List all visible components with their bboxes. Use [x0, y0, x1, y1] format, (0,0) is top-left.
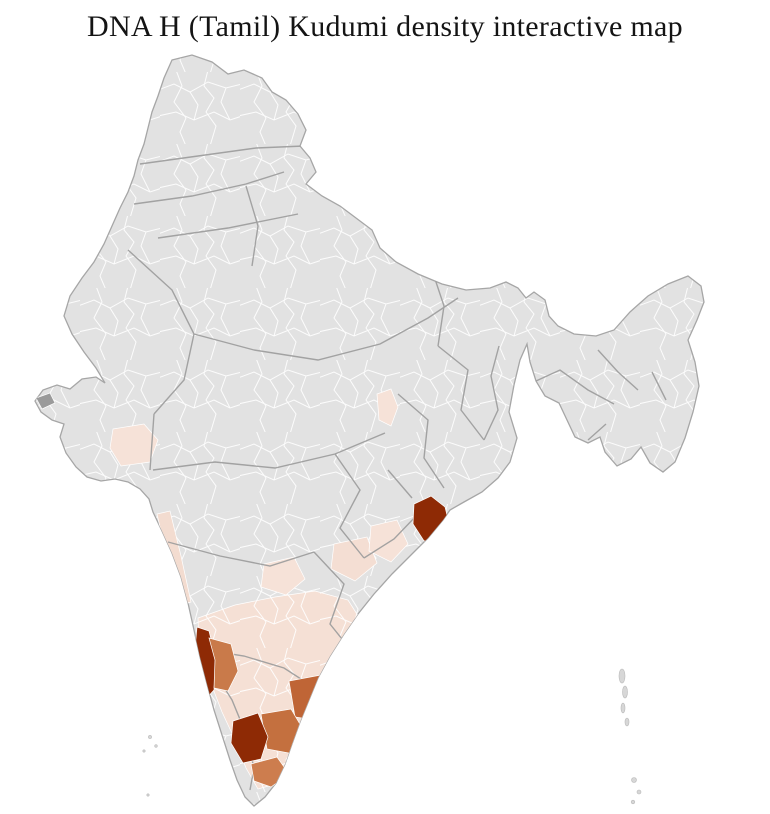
district-northeast-tn-patch[interactable]: [320, 664, 351, 701]
district-bastar-patch[interactable]: [368, 519, 409, 563]
district-kutch-tip[interactable]: [35, 392, 56, 410]
district-north-tamilnadu[interactable]: [288, 674, 335, 722]
district-vidarbha-patch[interactable]: [260, 556, 306, 596]
andaman-islands[interactable]: [618, 668, 630, 727]
district-east-coast-dot[interactable]: [298, 752, 320, 774]
lakshadweep-islands[interactable]: [142, 735, 158, 797]
district-up-patch[interactable]: [376, 388, 399, 427]
district-kolkata[interactable]: [516, 442, 540, 470]
district-telangana-patch[interactable]: [330, 536, 378, 582]
nicobar-islands[interactable]: [630, 777, 642, 805]
page-title: DNA H (Tamil) Kudumi density interactive…: [87, 10, 683, 43]
district-karnataka-coast-inland[interactable]: [208, 637, 239, 692]
district-west-tamilnadu[interactable]: [230, 712, 269, 764]
